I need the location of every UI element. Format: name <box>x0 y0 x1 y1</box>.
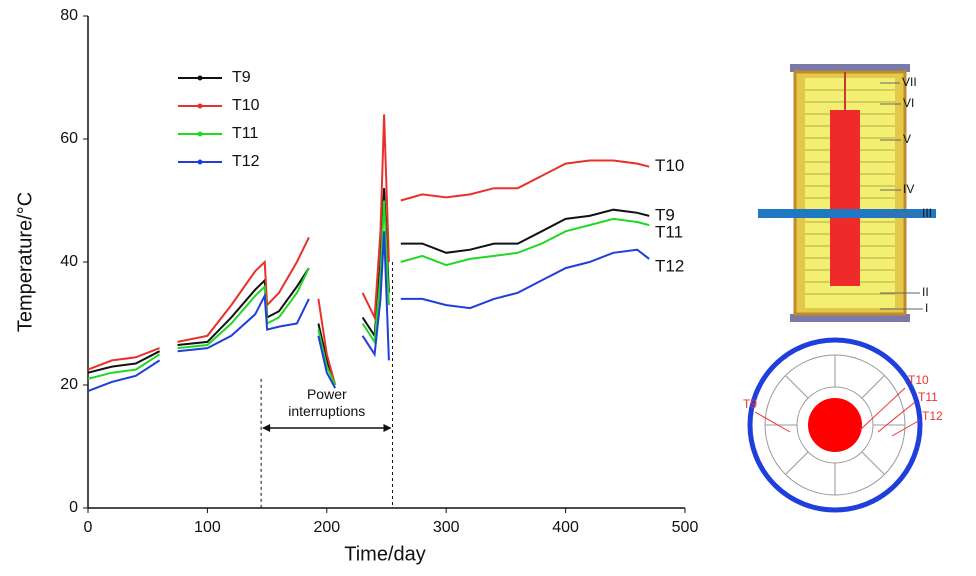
level-label: III <box>922 206 932 220</box>
legend-label: T10 <box>232 97 260 114</box>
heater-core <box>808 398 862 452</box>
series-line <box>87 114 650 386</box>
series-end-label: T11 <box>655 223 683 242</box>
level-label: VII <box>902 75 917 89</box>
series-end-label: T10 <box>655 156 684 175</box>
x-tick-label: 500 <box>672 519 699 536</box>
level-label: IV <box>903 182 914 196</box>
x-tick-label: 0 <box>84 519 93 536</box>
sensor-label: T10 <box>908 373 929 387</box>
cross-section <box>747 337 923 513</box>
x-tick-label: 400 <box>552 519 579 536</box>
x-tick-label: 300 <box>433 519 460 536</box>
legend-marker <box>197 75 203 81</box>
legend-marker <box>197 103 203 109</box>
legend-label: T12 <box>232 153 260 170</box>
series-end-label: T12 <box>655 256 684 275</box>
series-end-label: T9 <box>655 205 675 224</box>
legend-marker <box>197 131 203 137</box>
y-tick-label: 60 <box>60 130 78 147</box>
level-label: V <box>903 132 911 146</box>
legend-label: T9 <box>232 69 251 86</box>
series-line <box>87 188 650 386</box>
level-label: II <box>922 285 929 299</box>
y-axis-label: Temperature/°C <box>14 192 36 332</box>
series-line <box>87 200 650 386</box>
level-label: I <box>925 301 928 315</box>
block-joints <box>765 355 905 495</box>
sensor-label: T9 <box>743 397 757 411</box>
y-tick-label: 80 <box>60 7 78 24</box>
x-tick-label: 200 <box>313 519 340 536</box>
sensor-leaders <box>754 387 921 437</box>
legend-label: T11 <box>232 125 258 142</box>
column-section <box>758 64 936 322</box>
heater <box>830 110 860 286</box>
series-line <box>87 231 650 393</box>
annotation: Power interruptions <box>288 386 366 420</box>
bottom-plate <box>790 314 910 322</box>
top-plate <box>790 64 910 72</box>
level-label: VI <box>903 96 914 110</box>
y-tick-label: 20 <box>60 376 78 393</box>
pipe <box>758 209 936 218</box>
x-axis-label: Time/day <box>344 543 426 565</box>
sensor-label: T12 <box>922 409 943 423</box>
y-tick-label: 40 <box>60 253 78 270</box>
x-tick-label: 100 <box>194 519 221 536</box>
sensor-label: T11 <box>918 390 938 404</box>
legend-marker <box>197 159 203 165</box>
y-tick-label: 0 <box>69 499 78 516</box>
